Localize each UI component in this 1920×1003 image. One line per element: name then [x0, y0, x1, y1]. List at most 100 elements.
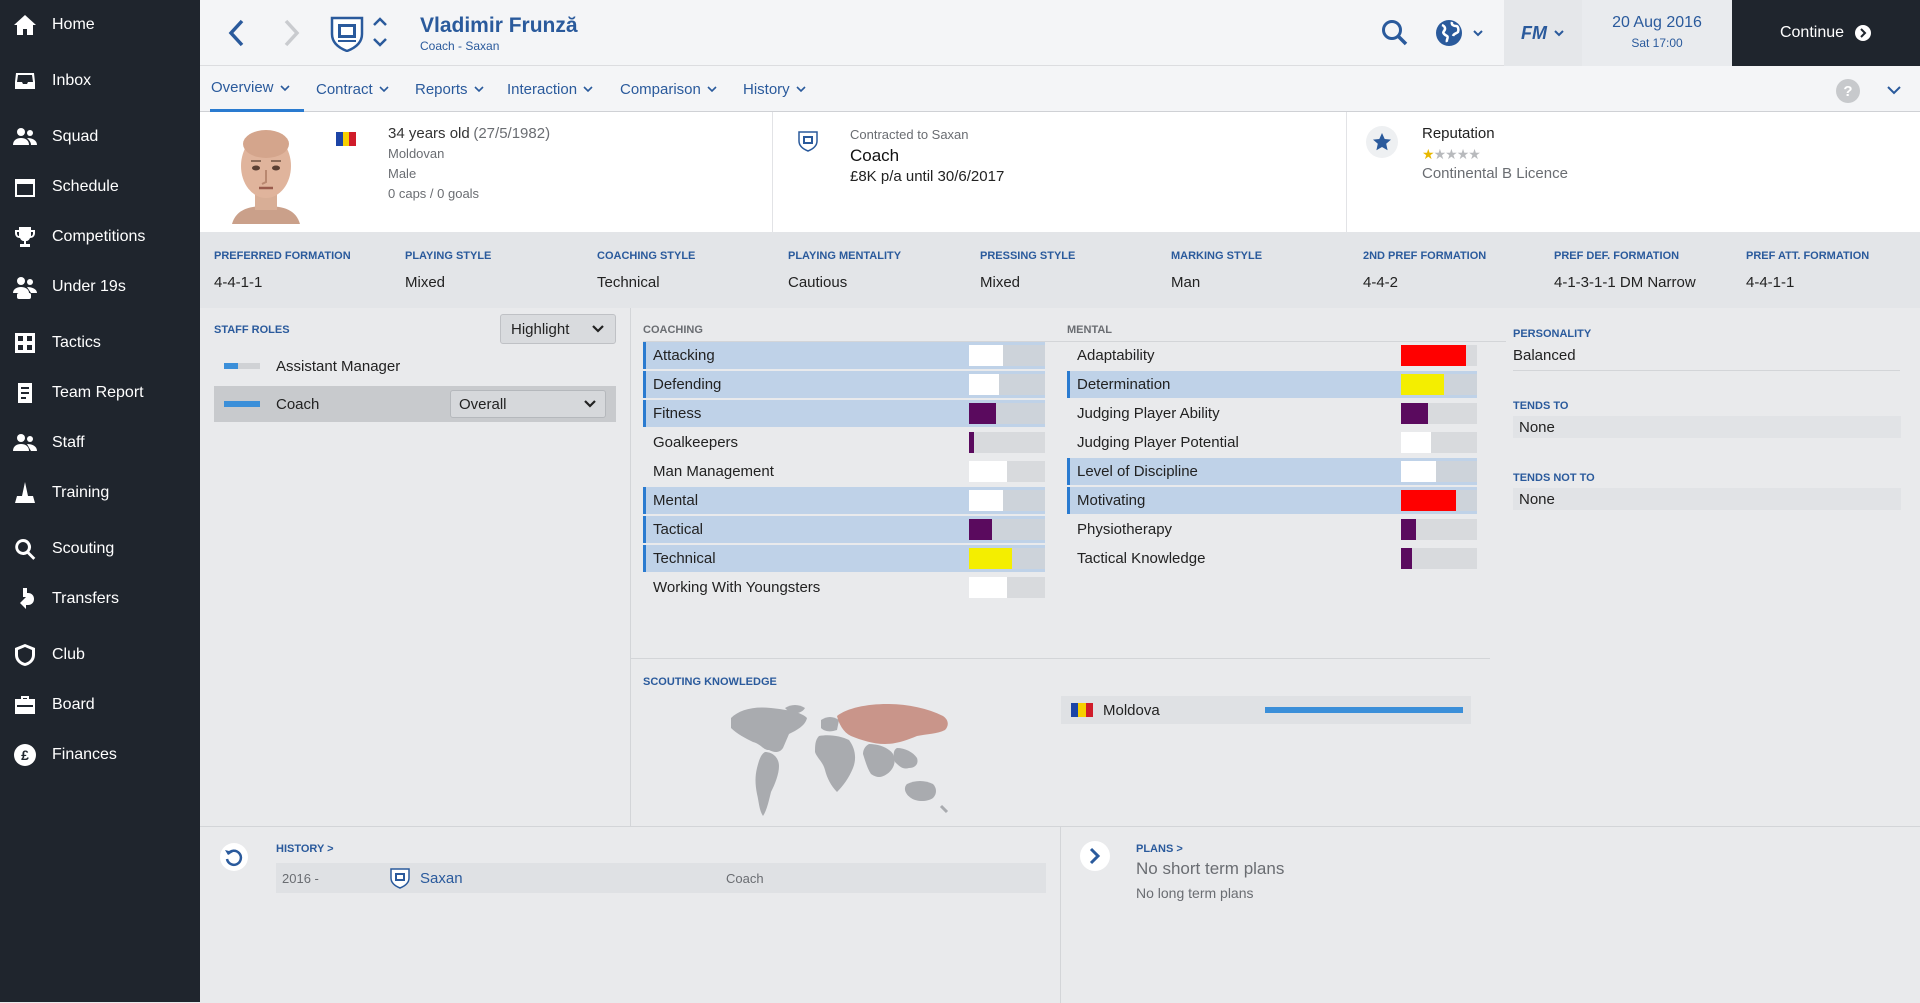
arrow-right-circle-icon: [1855, 25, 1872, 41]
reputation-label: Reputation: [1422, 125, 1495, 142]
star-empty-icon: ★: [1456, 146, 1470, 162]
tactics-icon: [12, 330, 38, 356]
attribute-bar: [969, 403, 1045, 424]
back-button[interactable]: [222, 16, 252, 50]
sidebar-item-staff[interactable]: Staff: [0, 418, 200, 468]
tactic-value: 4-4-1-1: [214, 274, 263, 291]
attribute-row[interactable]: Fitness: [643, 400, 1045, 427]
caps-goals: 0 caps / 0 goals: [388, 186, 480, 201]
sidebar-item-under19s[interactable]: Under 19s: [0, 262, 200, 312]
sidebar-item-inbox[interactable]: Inbox: [0, 56, 200, 106]
club-crest-icon[interactable]: [330, 14, 364, 52]
calendar-icon: [12, 174, 38, 200]
attribute-row[interactable]: Determination: [1067, 371, 1477, 398]
world-map[interactable]: [729, 696, 959, 818]
divider: [631, 658, 1490, 659]
attribute-row[interactable]: Adaptability: [1067, 342, 1477, 369]
tactic-label: PLAYING MENTALITY: [788, 250, 902, 262]
search-icon[interactable]: [1380, 18, 1410, 48]
role-row-assistant-manager[interactable]: Assistant Manager: [214, 348, 616, 384]
attribute-label: Physiotherapy: [1077, 521, 1173, 538]
overall-dropdown[interactable]: Overall: [450, 390, 606, 418]
help-icon[interactable]: ?: [1836, 79, 1860, 103]
attribute-label: Tactical: [653, 521, 704, 538]
page-subtitle[interactable]: Coach - Saxan: [420, 39, 500, 53]
tactic-label: PLAYING STYLE: [405, 250, 492, 262]
forward-button[interactable]: [276, 16, 306, 50]
fm-logo: FM: [1521, 22, 1547, 43]
sidebar-item-home[interactable]: Home: [0, 0, 200, 50]
attribute-row[interactable]: Judging Player Potential: [1067, 429, 1477, 456]
sidebar-item-competitions[interactable]: Competitions: [0, 212, 200, 262]
attribute-row[interactable]: Defending: [643, 371, 1045, 398]
plans-link[interactable]: PLANS >: [1136, 843, 1183, 855]
tactic-item: PLAYING STYLE Mixed: [405, 232, 491, 291]
sidebar-item-label: Schedule: [52, 178, 119, 195]
scouting-country-row[interactable]: Moldova: [1061, 696, 1471, 724]
tab-comparison[interactable]: Comparison: [620, 66, 717, 112]
inbox-icon: [12, 68, 38, 94]
sidebar-item-squad[interactable]: Squad: [0, 112, 200, 162]
tab-reports[interactable]: Reports: [415, 66, 484, 112]
tab-contract[interactable]: Contract: [316, 66, 389, 112]
attribute-row[interactable]: Mental: [643, 487, 1045, 514]
tab-overview[interactable]: Overview: [210, 66, 304, 112]
history-club-link[interactable]: Saxan: [420, 869, 463, 887]
history-role: Coach: [726, 870, 764, 886]
sidebar-item-label: Finances: [52, 746, 117, 763]
tactic-item: 2ND PREF FORMATION 4-4-2: [1363, 232, 1486, 291]
staff-roles-panel: STAFF ROLES Highlight Assistant Manager …: [200, 308, 630, 826]
tab-history[interactable]: History: [743, 66, 806, 112]
attribute-label: Judging Player Potential: [1077, 434, 1239, 451]
sidebar-item-team-report[interactable]: Team Report: [0, 368, 200, 418]
tab-interaction[interactable]: Interaction: [507, 66, 593, 112]
sidebar-item-club[interactable]: Club: [0, 630, 200, 680]
divider: [1346, 112, 1347, 232]
attribute-row[interactable]: Goalkeepers: [643, 429, 1045, 456]
sidebar-item-schedule[interactable]: Schedule: [0, 162, 200, 212]
chevron-down-icon: [473, 86, 484, 93]
history-row[interactable]: 2016 - Saxan Coach: [276, 863, 1046, 893]
attribute-row[interactable]: Man Management: [643, 458, 1045, 485]
club-crest-icon: [390, 868, 410, 889]
attribute-row[interactable]: Tactical: [643, 516, 1045, 543]
date-display[interactable]: 20 Aug 2016 Sat 17:00: [1582, 0, 1732, 66]
tactic-item: PREF DEF. FORMATION 4-1-3-1-1 DM Narrow: [1554, 232, 1696, 291]
attribute-row[interactable]: Judging Player Ability: [1067, 400, 1477, 427]
tactic-label: PREF DEF. FORMATION: [1554, 250, 1680, 262]
sidebar-item-finances[interactable]: £ Finances: [0, 730, 200, 780]
attribute-row[interactable]: Level of Discipline: [1067, 458, 1477, 485]
attribute-row[interactable]: Physiotherapy: [1067, 516, 1477, 543]
attribute-row[interactable]: Working With Youngsters: [643, 574, 1045, 601]
history-link[interactable]: HISTORY >: [276, 843, 334, 855]
club-crest-icon: [798, 131, 818, 152]
plans-chevron-icon[interactable]: [1080, 841, 1110, 871]
personal-details: 34 years old (27/5/1982) Moldovan Male 0…: [388, 124, 550, 204]
attribute-row[interactable]: Technical: [643, 545, 1045, 572]
sidebar-item-tactics[interactable]: Tactics: [0, 318, 200, 368]
sidebar-item-scouting[interactable]: Scouting: [0, 524, 200, 574]
chevron-down-icon: [279, 84, 290, 91]
sidebar-item-board[interactable]: Board: [0, 680, 200, 730]
attribute-row[interactable]: Motivating: [1067, 487, 1477, 514]
fm-menu-button[interactable]: FM: [1504, 0, 1582, 66]
highlight-dropdown[interactable]: Highlight: [500, 314, 616, 344]
role-row-coach[interactable]: Coach Overall: [214, 386, 616, 422]
divider: [1060, 827, 1061, 1003]
attribute-bar-fill: [969, 490, 1004, 511]
attribute-row[interactable]: Attacking: [643, 342, 1045, 369]
country-name: Moldova: [1103, 701, 1160, 719]
collapse-chevron-icon[interactable]: [1886, 84, 1902, 96]
personality-title: PERSONALITY: [1513, 328, 1592, 340]
staff-icon: [12, 430, 38, 456]
history-icon[interactable]: [220, 843, 248, 871]
attribute-row[interactable]: Tactical Knowledge: [1067, 545, 1477, 572]
avatar: [228, 124, 304, 224]
continue-button[interactable]: Continue: [1732, 0, 1920, 66]
sidebar-item-training[interactable]: Training: [0, 468, 200, 518]
world-button[interactable]: [1434, 16, 1488, 50]
switch-arrows-icon[interactable]: [370, 14, 390, 50]
divider: [772, 112, 773, 232]
sidebar-item-transfers[interactable]: Transfers: [0, 574, 200, 624]
tactic-label: PREFERRED FORMATION: [214, 250, 351, 262]
